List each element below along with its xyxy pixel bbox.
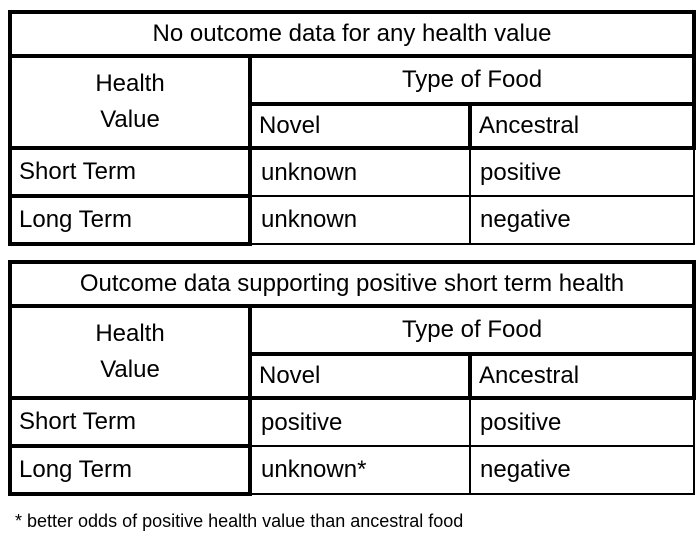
table-header-row: Health Value Type of Food: [8, 304, 696, 400]
table-row: Long Term unknown* negative: [8, 444, 695, 496]
cell-long-term-ancestral: negative: [469, 445, 695, 495]
table-row: Short Term unknown positive: [8, 146, 696, 198]
table-row: Short Term positive positive: [8, 396, 695, 448]
row-axis-line1: Health: [95, 70, 165, 97]
row-axis-header: Health Value: [8, 54, 252, 150]
row-axis-line2: Value: [100, 356, 160, 383]
row-axis-line1: Health: [95, 320, 165, 347]
column-group-header: Type of Food: [247, 54, 697, 106]
table-no-outcome-data: No outcome data for any health value Hea…: [7, 10, 697, 246]
table-title: No outcome data for any health value: [7, 10, 697, 58]
row-header-long-term: Long Term: [8, 444, 252, 496]
cell-long-term-novel: unknown: [249, 195, 471, 245]
table-positive-short-term: Outcome data supporting positive short t…: [8, 260, 696, 496]
column-header-novel: Novel: [248, 102, 472, 150]
column-header-ancestral: Ancestral: [468, 352, 696, 400]
row-axis-line2: Value: [100, 106, 160, 133]
row-axis-header: Health Value: [8, 304, 252, 400]
table-header-row: Health Value Type of Food: [8, 54, 697, 150]
table-row: Long Term unknown negative: [8, 194, 696, 246]
column-group-header: Type of Food: [248, 304, 696, 356]
cell-short-term-novel: unknown: [249, 147, 471, 197]
table-title-row: Outcome data supporting positive short t…: [8, 260, 696, 308]
column-header-novel: Novel: [248, 352, 472, 400]
row-header-short-term: Short Term: [8, 146, 252, 198]
cell-long-term-ancestral: negative: [468, 195, 696, 245]
row-header-short-term: Short Term: [8, 396, 252, 448]
column-header-ancestral: Ancestral: [467, 102, 697, 150]
cell-short-term-ancestral: positive: [469, 397, 695, 447]
table-title: Outcome data supporting positive short t…: [8, 260, 696, 308]
table-title-row: No outcome data for any health value: [7, 10, 697, 58]
cell-long-term-novel: unknown*: [249, 445, 471, 495]
table-subheader-row: Novel Ancestral: [10, 102, 697, 150]
cell-short-term-ancestral: positive: [468, 147, 696, 197]
row-header-long-term: Long Term: [8, 194, 252, 246]
cell-short-term-novel: positive: [249, 397, 471, 447]
footnote: * better odds of positive health value t…: [15, 511, 464, 531]
table-subheader-row: Novel Ancestral: [10, 352, 696, 400]
